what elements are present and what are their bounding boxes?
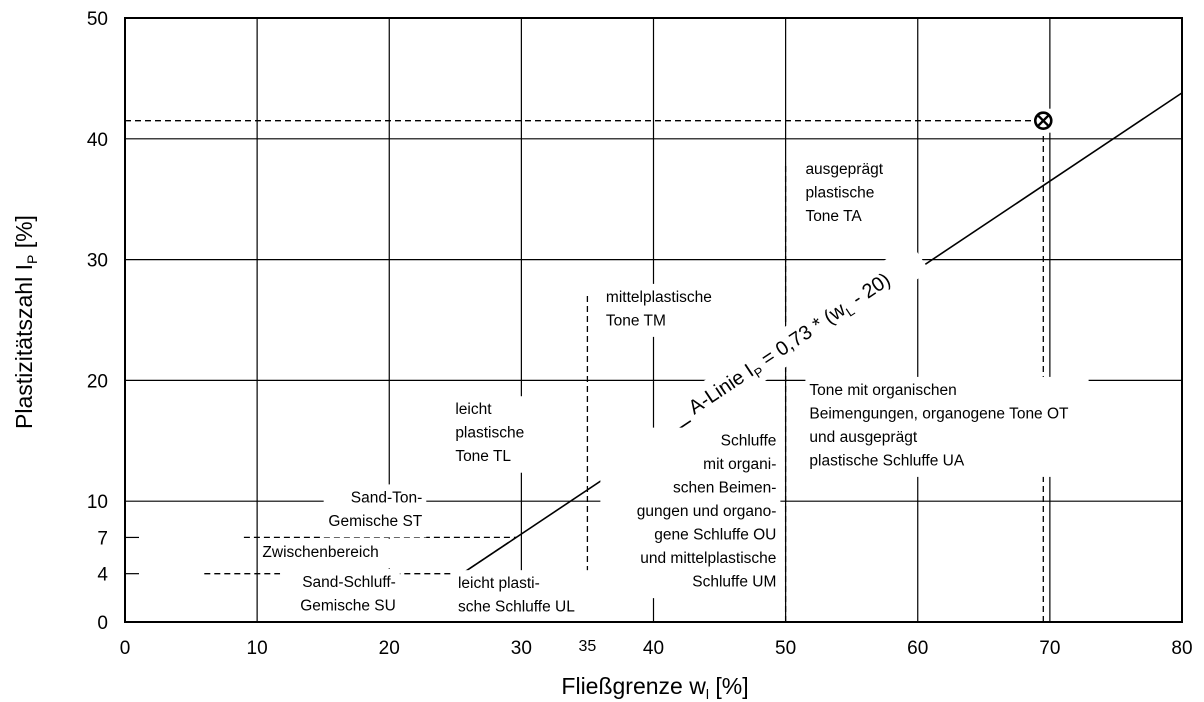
region-label-line: mittelplastische	[606, 289, 712, 306]
region-label-line: ausgeprägt	[805, 161, 883, 178]
region-label-knockout	[453, 570, 600, 624]
region-label-line: mit organi-	[703, 456, 776, 473]
region-label-line: und mittelplastische	[640, 550, 776, 567]
region-label-line: gene Schluffe OU	[654, 527, 776, 544]
x-tick-label: 30	[511, 638, 532, 659]
x-axis-title-part: Fließgrenze w	[561, 673, 706, 699]
region-label: ausgeprägt plastische Tone TA	[805, 161, 883, 225]
region-label-line: Schluffe UM	[692, 574, 776, 591]
x-tick-label: 40	[643, 638, 664, 659]
region-label-line: Schluffe	[721, 433, 777, 450]
region-labels: ausgeprägt plastische Tone TA mittelplastis…	[262, 161, 1069, 616]
x-axis-title-part: [%]	[709, 673, 749, 699]
region-label: Sand-Schluff- Gemische SU	[300, 574, 396, 615]
region-label: Tone mit organischen Beimengungen, organo…	[809, 382, 1069, 470]
region-label-knockout	[601, 283, 748, 337]
x-tick-label: 60	[907, 638, 928, 659]
region-label-line: sche Schluffe UL	[458, 599, 575, 616]
y-tick-label: 20	[87, 371, 108, 392]
x-axis-title-subscript: l	[706, 686, 709, 702]
plot-frame	[124, 17, 1183, 623]
region-label: Sand-Ton- Gemische ST	[328, 489, 422, 529]
region-label-line: Tone TA	[805, 208, 862, 225]
y-axis-title-subscript: P	[24, 255, 40, 264]
x-tick-label: 0	[120, 638, 131, 659]
x-tick-label: 10	[247, 638, 268, 659]
y-tick-label: 4	[97, 565, 108, 586]
region-label-line: und ausgeprägt	[809, 429, 917, 446]
x-tick-label: 20	[379, 638, 400, 659]
region-label-knockout	[801, 155, 896, 233]
plot-frame-rect	[124, 17, 1183, 623]
region-label-line: leicht plasti-	[458, 575, 540, 592]
y-axis-title-part: [%]	[11, 215, 37, 255]
region-label-knockout	[600, 427, 781, 599]
region-label-line: Gemische ST	[328, 513, 422, 530]
region-label-line: plastische	[455, 425, 524, 442]
region-label-line: Beimengungen, organogene Tone OT	[809, 405, 1069, 422]
region-label: leicht plastische Tone TL	[455, 401, 524, 465]
region-label: Schluffe mit organi-schen Beimen-gungen u…	[637, 433, 777, 591]
region-label-knockout	[258, 538, 396, 569]
y-tick-label: 50	[87, 9, 108, 30]
region-label-line: Sand-Ton-	[351, 489, 423, 506]
y-tick-label: 7	[97, 528, 108, 549]
x-tick-label: 70	[1039, 638, 1060, 659]
region-label-line: Zwischenbereich	[262, 544, 378, 561]
tick-labels: 0 10 20 30 35 40 50 60 70 80 0 4 7 10 20 30 40 50	[87, 9, 1193, 659]
region-label-line: gungen und organo-	[637, 503, 777, 520]
region-label-line: Sand-Schluff-	[302, 574, 396, 591]
region-label-knockout	[280, 568, 400, 622]
region-label-line: plastische	[805, 184, 874, 201]
a-line-label-part: = 0,73 * (w	[753, 299, 850, 374]
region-label-line: Gemische SU	[300, 597, 396, 614]
x-tick-label: 35	[579, 638, 597, 655]
data-point-cross-b	[1036, 114, 1050, 128]
x-tick-label: 50	[775, 638, 796, 659]
y-tick-label: 10	[87, 492, 108, 513]
y-tick-label: 40	[87, 130, 108, 151]
region-label: Zwischenbereich	[262, 544, 378, 561]
x-tick-label: 80	[1171, 638, 1192, 659]
y-tick-label: 30	[87, 251, 108, 272]
region-label: leicht plasti-sche Schluffe UL	[458, 575, 575, 616]
region-label: mittelplastische Tone TM	[606, 289, 712, 330]
region-label-line: leicht	[455, 401, 492, 418]
region-label-line: Tone mit organischen	[809, 382, 956, 399]
region-label-knockout	[805, 376, 1089, 477]
region-label-knockout	[323, 484, 427, 538]
region-label-line: Tone TL	[455, 448, 511, 465]
region-label-line: schen Beimen-	[673, 480, 776, 497]
label-knockouts	[258, 155, 1089, 624]
y-axis-title-part: Plastizitätszahl I	[11, 264, 37, 429]
a-line-label-knockout	[676, 242, 930, 428]
y-tick-label: 0	[97, 613, 108, 634]
y-axis-title-group: Plastizitätszahl IP [%]	[11, 215, 40, 429]
x-axis-title: Fließgrenze wl [%]	[561, 673, 748, 702]
region-label-line: plastische Schluffe UA	[809, 452, 964, 469]
region-label-line: Tone TM	[606, 312, 666, 329]
region-label-knockout	[451, 396, 546, 473]
y-axis-title: Plastizitätszahl IP [%]	[11, 215, 40, 429]
data-point	[1031, 108, 1056, 133]
axis-titles: Fließgrenze wl [%]Plastizitätszahl IP [%…	[11, 215, 749, 702]
